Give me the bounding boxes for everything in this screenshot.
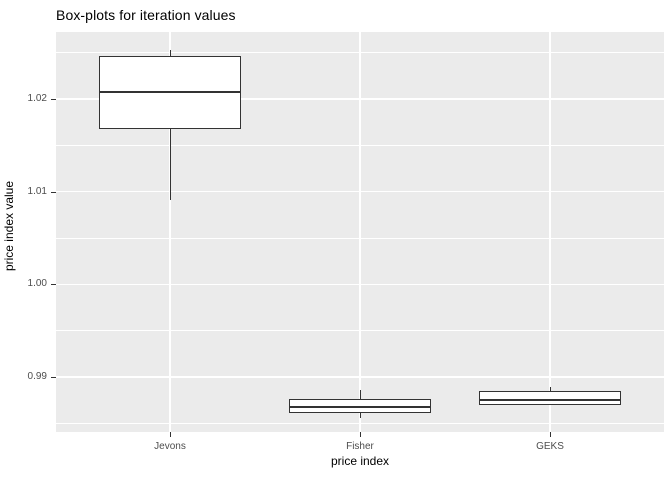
plot-panel	[56, 32, 664, 432]
lower-whisker	[169, 128, 171, 200]
y-axis-tick	[51, 98, 56, 100]
upper-whisker	[549, 386, 551, 392]
gridline-major-x	[169, 32, 171, 432]
y-tick-label: 1.02	[27, 92, 47, 104]
x-tick-label-fisher: Fisher	[346, 441, 374, 452]
gridline-major-x	[549, 32, 551, 432]
y-axis-tick	[51, 191, 56, 193]
lower-whisker	[359, 413, 361, 419]
x-axis-tick	[360, 432, 361, 437]
median-line	[478, 399, 622, 402]
y-axis-tick	[51, 377, 56, 379]
upper-whisker	[359, 390, 361, 399]
y-axis-tick	[51, 284, 56, 286]
x-axis-tick	[550, 432, 551, 437]
median-line	[288, 405, 432, 408]
x-tick-label-geks: GEKS	[536, 441, 564, 452]
x-axis-title: price index	[330, 454, 390, 468]
x-tick-label-jevons: Jevons	[154, 441, 186, 452]
y-tick-label: 1.01	[27, 185, 47, 197]
chart-title: Box-plots for iteration values	[56, 7, 236, 23]
median-line	[98, 91, 242, 94]
gridline-major-x	[359, 32, 361, 432]
upper-whisker	[169, 49, 171, 57]
x-axis-tick	[170, 432, 171, 437]
y-tick-label: 0.99	[27, 371, 47, 383]
box-geks	[478, 391, 622, 406]
y-tick-label: 1.00	[27, 278, 47, 290]
